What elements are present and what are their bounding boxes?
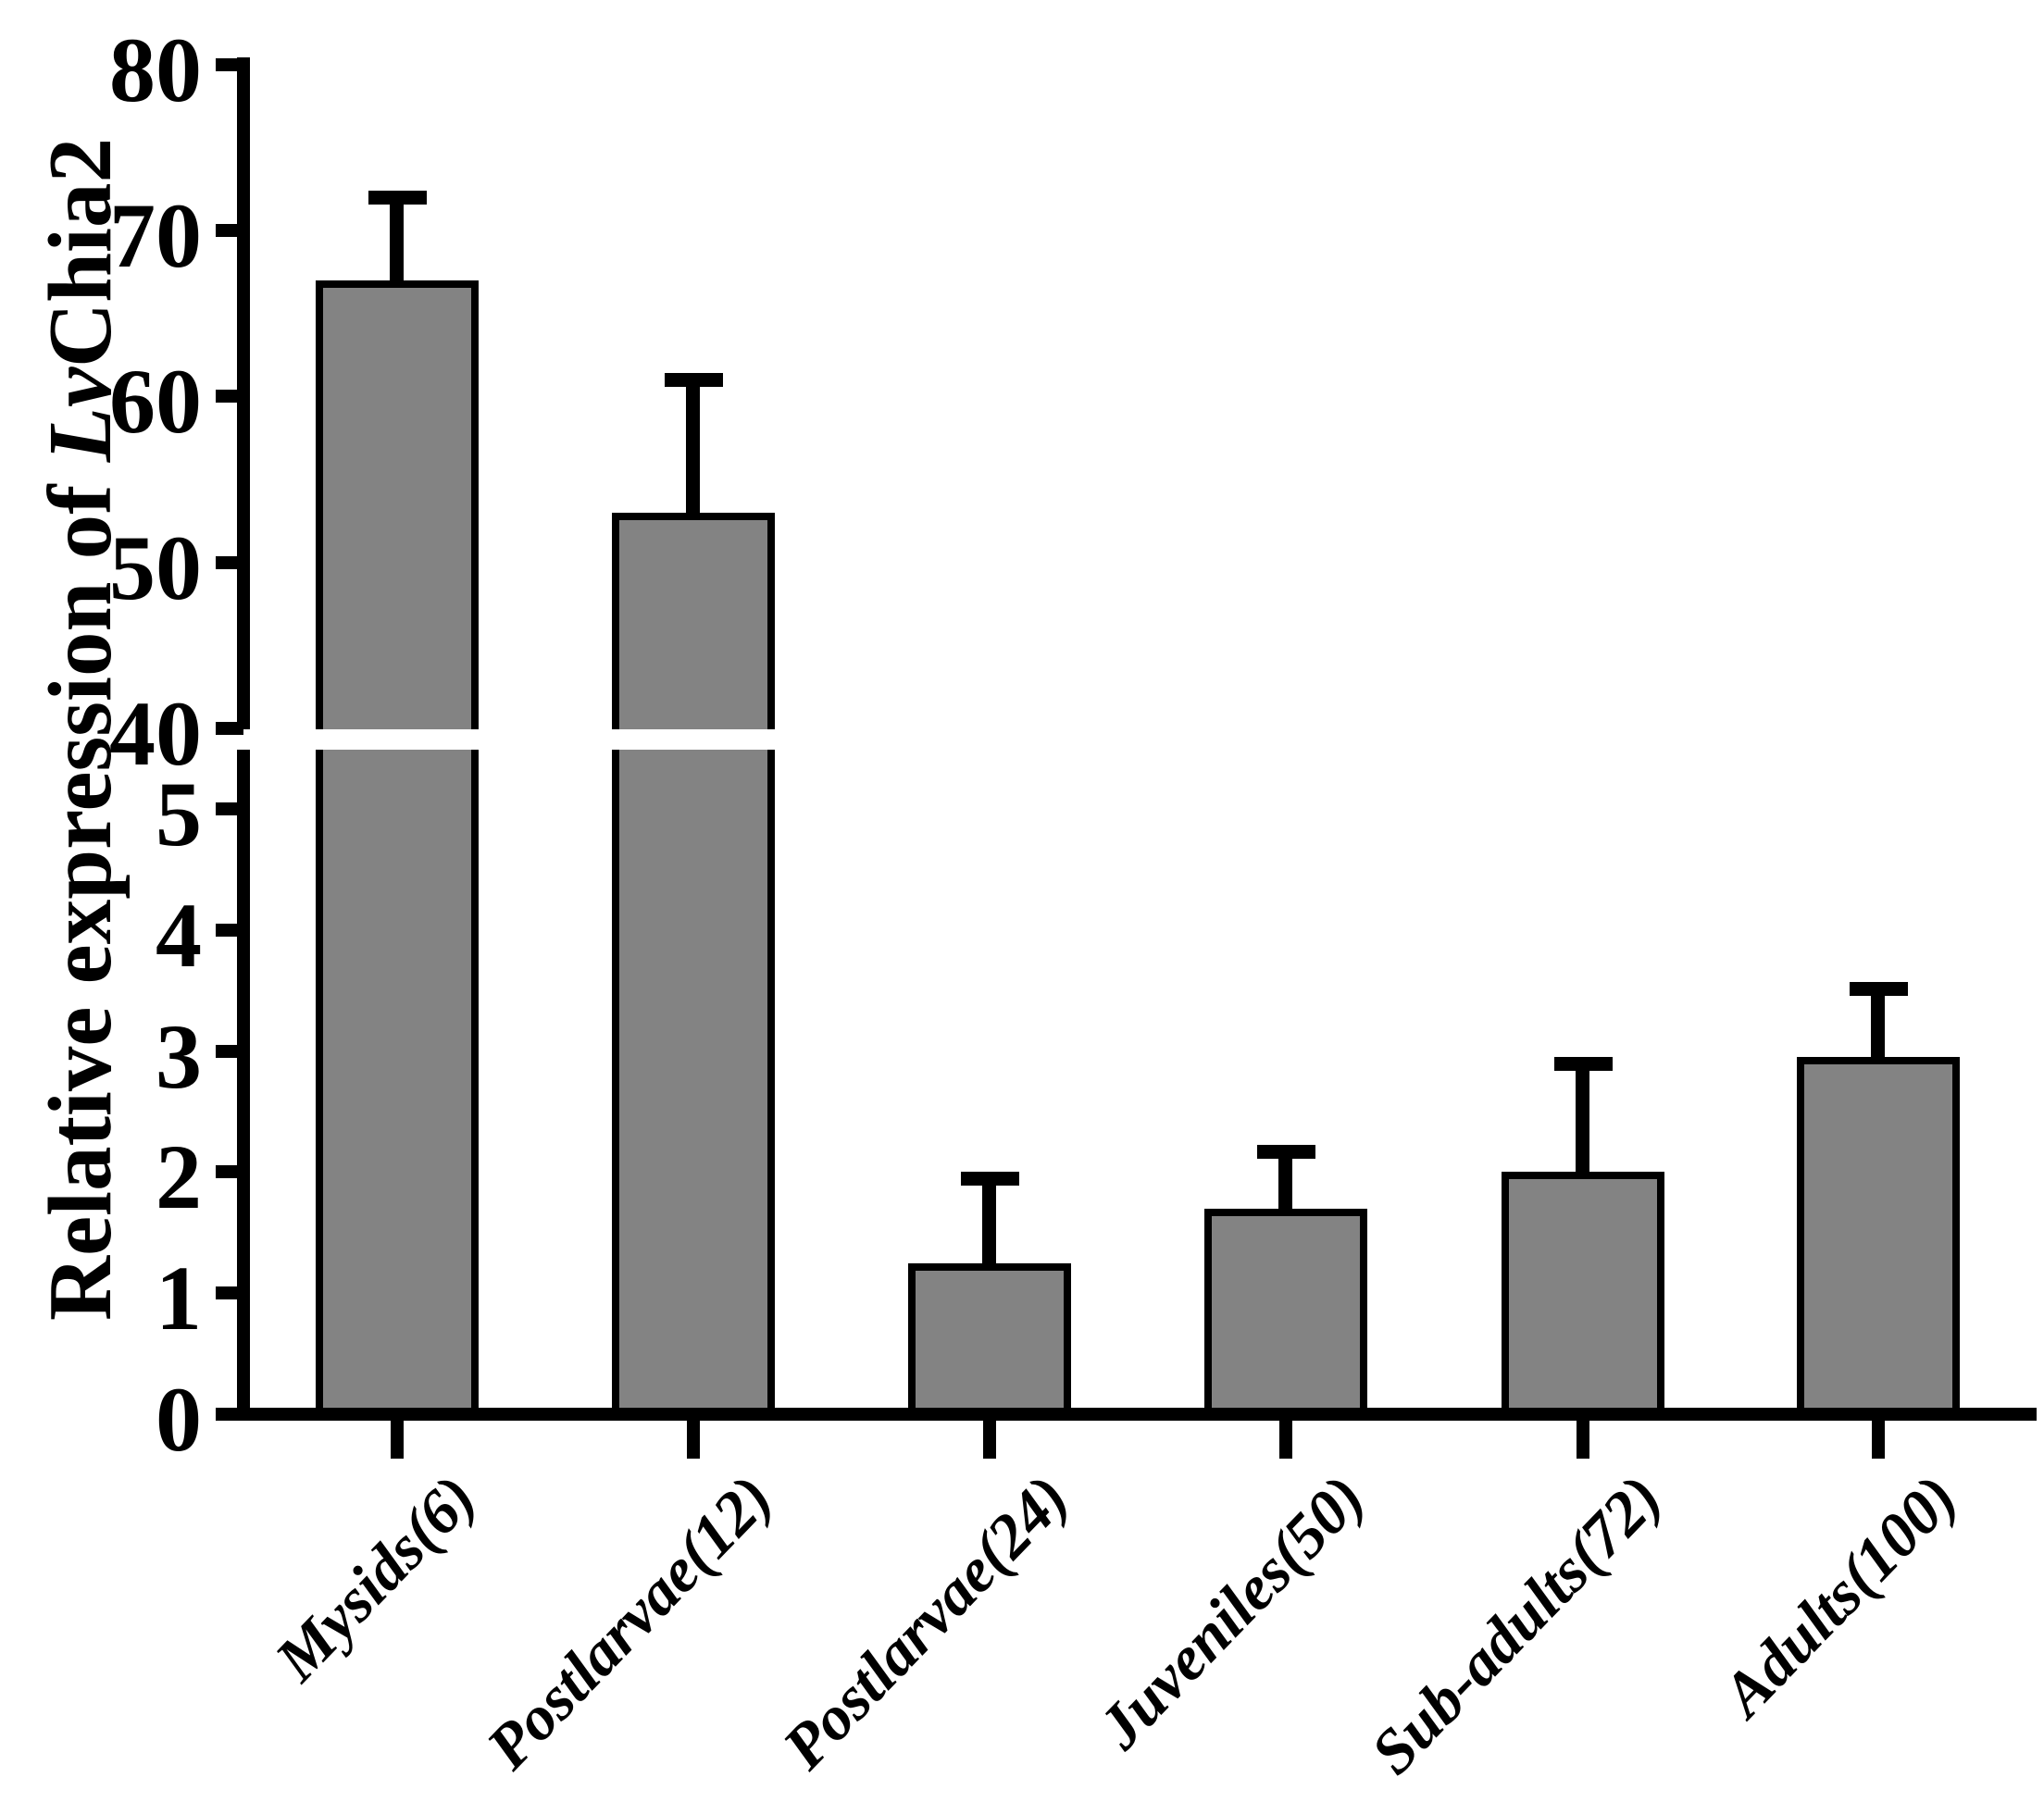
x-axis-line xyxy=(231,1408,2037,1421)
error-bar-cap-postlarvae12 xyxy=(665,373,723,387)
error-bar-cap-postlarvae24 xyxy=(961,1172,1019,1186)
x-label-mysids: Mysids(6) xyxy=(261,1461,490,1695)
bar-postlarvae12-lower xyxy=(612,750,775,1414)
x-label-subadults: Sub-adults(72) xyxy=(1357,1461,1676,1788)
y-tick-label-60: 60 xyxy=(109,350,202,453)
y-tick-label-2: 2 xyxy=(156,1125,202,1228)
error-bar-cap-mysids xyxy=(368,191,427,205)
x-tick-postlarvae24 xyxy=(983,1421,996,1459)
error-bar-stem-postlarvae24 xyxy=(982,1178,996,1269)
x-tick-mysids xyxy=(391,1421,404,1459)
bar-juveniles xyxy=(1204,1209,1367,1417)
error-bar-stem-subadults xyxy=(1576,1063,1589,1177)
error-bar-stem-juveniles xyxy=(1278,1151,1292,1214)
y-tick-label-50: 50 xyxy=(109,516,202,619)
y-tick-50 xyxy=(216,556,243,569)
error-bar-stem-mysids xyxy=(390,197,404,286)
error-bar-stem-adults xyxy=(1871,988,1885,1063)
bar-adults xyxy=(1797,1057,1960,1417)
y-tick-60 xyxy=(216,390,243,403)
y-tick-label-80: 80 xyxy=(109,19,202,121)
x-tick-juveniles xyxy=(1279,1421,1292,1459)
x-label-postlarvae24: Postlarvae(24) xyxy=(768,1461,1082,1783)
y-tick-0 xyxy=(216,1408,243,1421)
y-axis-lower-segment xyxy=(237,750,250,1414)
y-tick-label-3: 3 xyxy=(156,1005,202,1108)
bar-mysids-lower xyxy=(316,750,479,1414)
y-tick-80 xyxy=(216,58,243,71)
error-bar-cap-subadults xyxy=(1554,1057,1613,1071)
y-tick-2 xyxy=(216,1165,243,1178)
y-tick-5 xyxy=(216,802,243,815)
x-label-postlarvae12: Postlarvae(12) xyxy=(472,1461,786,1783)
error-bar-stem-postlarvae12 xyxy=(686,379,700,518)
y-tick-label-0: 0 xyxy=(156,1368,202,1471)
x-label-juveniles: Juveniles(50) xyxy=(1084,1461,1378,1762)
y-tick-label-40: 40 xyxy=(109,682,202,785)
bar-postlarvae12-upper xyxy=(612,513,775,729)
x-tick-adults xyxy=(1872,1421,1885,1459)
x-label-adults: Adults(100) xyxy=(1708,1461,1971,1730)
y-tick-3 xyxy=(216,1045,243,1058)
x-tick-postlarvae12 xyxy=(687,1421,700,1459)
bar-subadults xyxy=(1502,1172,1664,1417)
y-tick-1 xyxy=(216,1286,243,1299)
error-bar-cap-adults xyxy=(1850,982,1908,996)
bar-postlarvae24 xyxy=(908,1263,1071,1417)
y-tick-label-70: 70 xyxy=(109,184,202,287)
bar-mysids-upper xyxy=(316,280,479,729)
y-tick-40 xyxy=(216,722,243,735)
error-bar-cap-juveniles xyxy=(1257,1145,1315,1159)
x-tick-subadults xyxy=(1577,1421,1589,1459)
y-tick-70 xyxy=(216,224,243,237)
y-tick-4 xyxy=(216,924,243,937)
y-tick-label-4: 4 xyxy=(156,884,202,987)
y-tick-label-1: 1 xyxy=(156,1247,202,1349)
y-tick-label-5: 5 xyxy=(156,763,202,865)
